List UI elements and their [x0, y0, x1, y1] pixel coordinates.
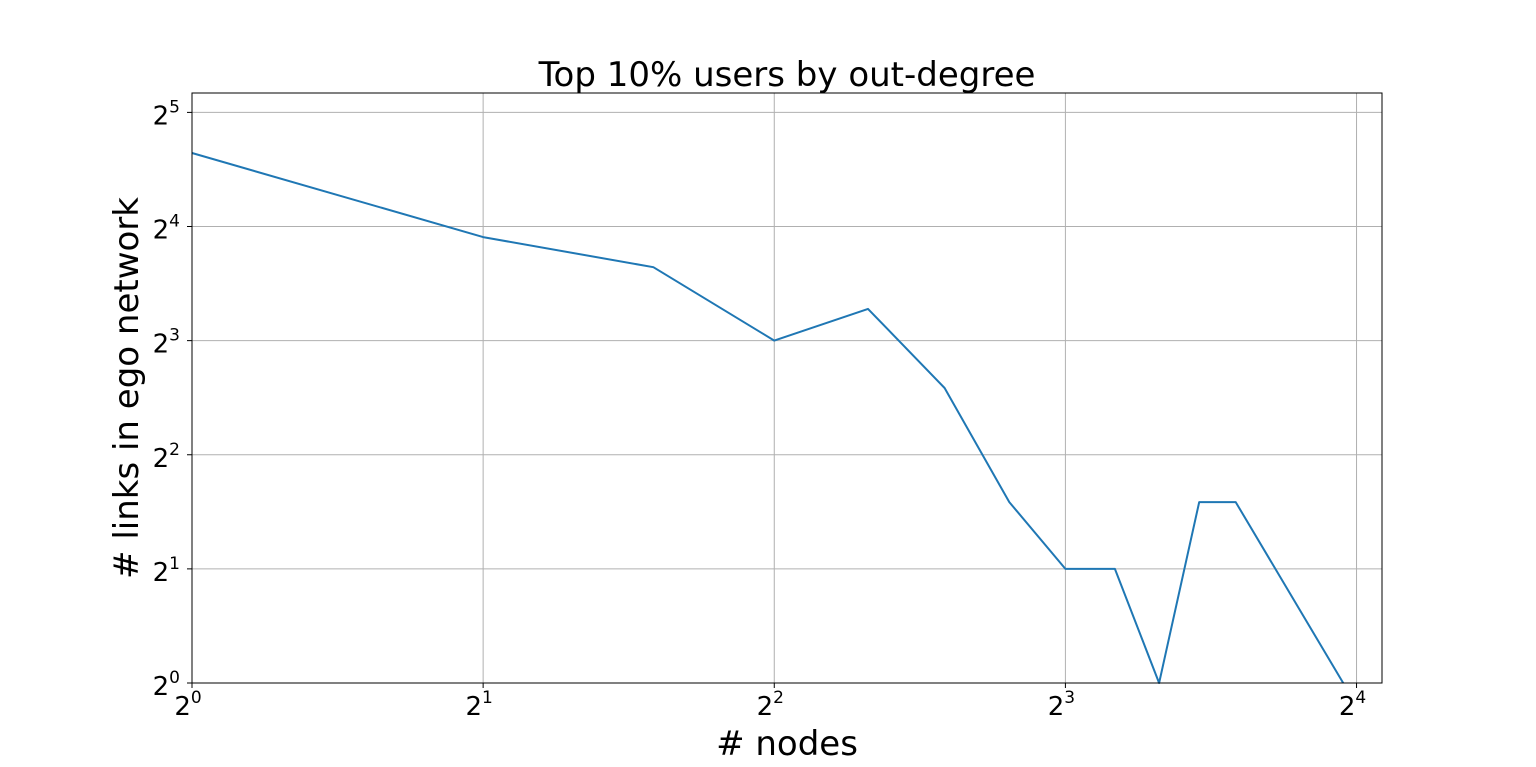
y-tick-label: 20: [153, 668, 180, 702]
y-axis-label: # links in ego network: [107, 197, 147, 579]
plot-frame: [191, 92, 1383, 684]
x-tick-label: 20: [174, 688, 201, 722]
chart-title: Top 10% users by out-degree: [538, 55, 1036, 95]
x-tick-label: 21: [465, 688, 492, 722]
series-line: [191, 152, 1345, 684]
y-tick-label: 22: [153, 440, 180, 474]
x-tick-label: 23: [1048, 688, 1075, 722]
x-tick-labels: 20 21 22 23 24: [174, 683, 1366, 722]
series-layer: [191, 152, 1345, 684]
y-tick-label: 24: [153, 212, 180, 246]
x-tick-label: 22: [757, 688, 784, 722]
x-axis-label: # nodes: [716, 724, 858, 764]
y-tick-label: 23: [153, 326, 180, 360]
y-tick-label: 21: [153, 554, 180, 588]
grid: [191, 93, 1382, 684]
y-tick-labels: 20 21 22 23 24 25: [153, 97, 192, 702]
x-tick-label: 24: [1339, 688, 1366, 722]
y-tick-label: 25: [153, 97, 180, 131]
